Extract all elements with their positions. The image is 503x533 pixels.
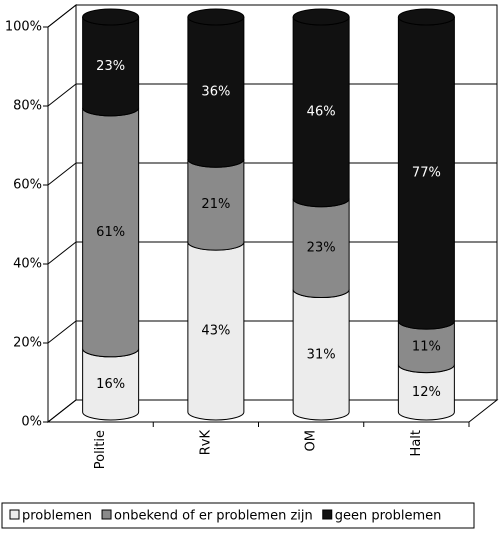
value-label: 23% (307, 241, 336, 256)
x-tick-label: Halt (409, 430, 424, 456)
x-tick-label: RvK (198, 430, 213, 456)
value-label: 11% (412, 339, 441, 354)
cylinder-top (397, 8, 455, 26)
grid-line (47, 320, 497, 344)
cylinder-top (292, 8, 350, 26)
y-tick-label: 60% (13, 178, 42, 193)
side-wall (47, 3, 77, 424)
value-label: 31% (307, 347, 336, 362)
legend-label: problemen (22, 509, 92, 524)
cylinder-top (82, 8, 140, 26)
value-label: 21% (201, 197, 230, 212)
value-label: 12% (412, 385, 441, 400)
x-tick-label: OM (304, 430, 319, 451)
value-label: 23% (96, 59, 125, 74)
grid-line (47, 241, 497, 265)
y-tick-label: 80% (13, 99, 42, 114)
grid-line (47, 162, 497, 186)
legend: problemen onbekend of er problemen zijn ge… (1, 502, 475, 529)
y-tick-label: 0% (21, 415, 42, 430)
x-tick-label: Politie (93, 430, 108, 469)
value-label: 46% (307, 104, 336, 119)
legend-box (1, 502, 475, 529)
legend-label: onbekend of er problemen zijn (114, 509, 313, 524)
y-tick-label: 100% (5, 20, 42, 35)
y-tick-label: 40% (13, 257, 42, 272)
value-label: 77% (412, 166, 441, 181)
legend-swatch (322, 509, 333, 520)
y-tick-label: 20% (13, 336, 42, 351)
legend-swatch (101, 509, 112, 520)
legend-label: geen problemen (335, 509, 442, 524)
cylinder-top (187, 8, 245, 26)
grid-line (47, 399, 497, 423)
value-label: 61% (96, 225, 125, 240)
value-label: 16% (96, 377, 125, 392)
value-label: 43% (201, 324, 230, 339)
value-label: 36% (201, 85, 230, 100)
grid-line (47, 83, 497, 107)
grid-line (47, 4, 497, 28)
legend-swatch (9, 509, 20, 520)
